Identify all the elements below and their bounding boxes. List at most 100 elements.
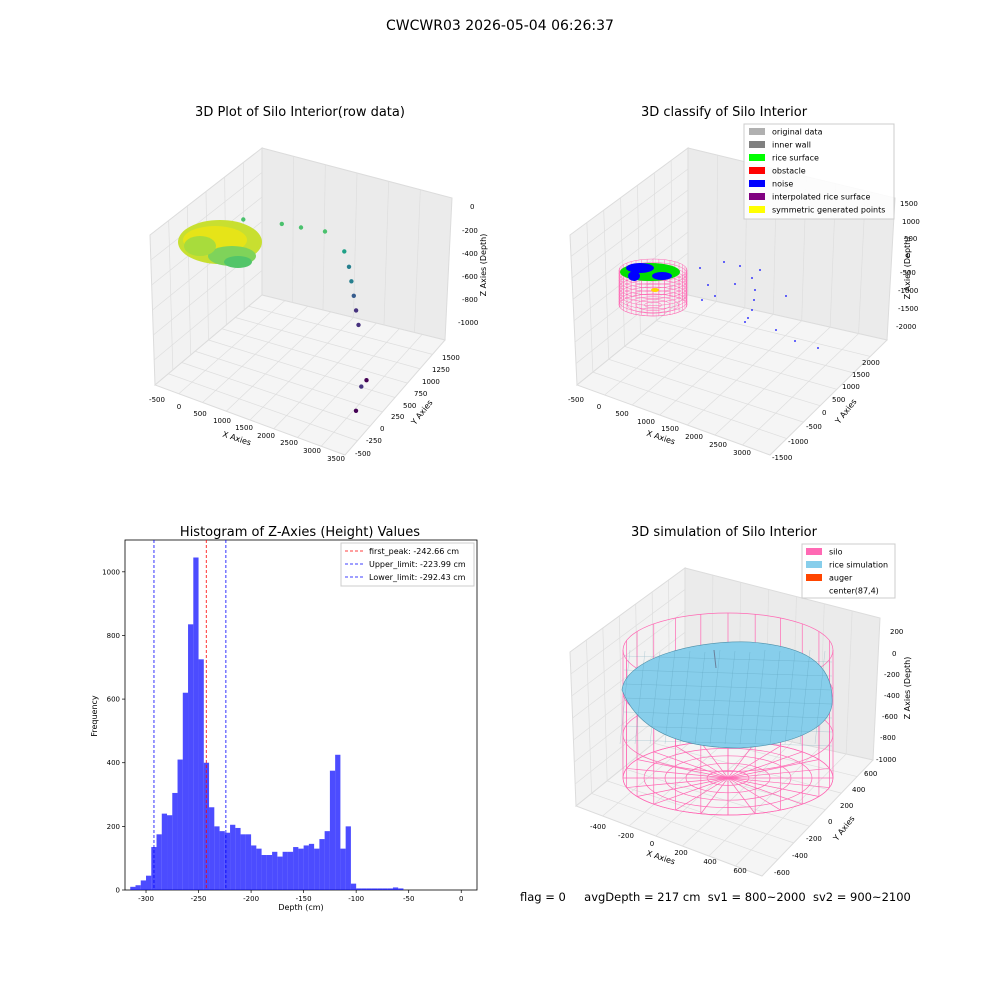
classify-z-label: Z Axies (Depth) [903,237,912,300]
classify-z-tick: -2000 [896,323,916,331]
histogram-title: Histogram of Z-Axies (Height) Values [180,525,420,540]
raw-y-tick: 250 [391,413,404,421]
raw-x-tick: 500 [193,410,206,418]
raw-y-tick: 0 [380,425,384,433]
raw-data-point [364,378,369,383]
histogram-bar [340,848,346,890]
histogram-x-tick: -250 [191,895,207,903]
histogram-bar [235,827,241,890]
simulation-3d-chart: 3D simulation of Silo Interior silo rice … [569,525,912,877]
classify-noise-point [751,309,753,311]
raw-y-tick: 750 [414,390,427,398]
raw-data-point [241,217,246,222]
raw-z-tick: -400 [462,250,478,258]
classify-y-tick: 0 [822,409,826,417]
histogram-bar [209,807,215,890]
simulation-y-tick: -200 [806,835,822,843]
histogram-y-tick: 800 [107,632,120,640]
classify-noise-point [707,284,709,286]
raw-x-tick: 2500 [280,439,298,447]
raw-x-tick: 3000 [303,447,321,455]
raw-y-tick: -500 [355,450,371,458]
simulation-z-tick: -600 [882,713,898,721]
classify-legend-swatch [749,193,765,200]
classify-z-tick: -1000 [898,287,918,295]
classify-z-tick: 0 [906,252,910,260]
simulation-x-tick: 0 [650,840,654,848]
simulation-y-tick: 0 [828,818,832,826]
simulation-rice-surface [619,641,833,749]
sv2-text: sv2 = 900~2100 [812,890,911,904]
histogram-x-ticks: -300 -250 -200 -150 -100 -50 0 [138,890,463,903]
raw-z-tick: 0 [470,203,474,211]
classify-x-ticks: -500 0 500 1000 1500 2000 2500 3000 [568,396,751,457]
flag-text: flag = 0 [520,890,566,904]
histogram-legend-label: Lower_limit: -292.43 cm [369,573,466,582]
classify-noise-point [701,299,703,301]
classify-x-tick: 2500 [709,441,727,449]
histogram-y-tick: 0 [116,887,120,895]
simulation-legend: silo rice simulation auger center(87,4) [801,543,896,599]
raw-data-point [349,279,354,284]
raw-scatter-points [241,217,369,413]
histogram-bar [156,834,162,890]
classify-legend-swatch [749,167,765,174]
raw-data-point [346,264,352,269]
classify-y-tick: 1000 [842,383,860,391]
raw-data-point [351,293,356,298]
figure-title: CWCWR03 2026-05-04 06:26:37 [386,18,614,34]
histogram-bar [308,843,315,890]
histogram-bar [345,826,351,890]
raw-data-point [353,308,359,313]
classify-x-tick: 2000 [685,433,703,441]
classify-noise-point [775,329,777,331]
simulation-legend-label: center(87,4) [829,587,879,596]
histogram-bar [293,847,299,890]
histogram-x-tick: -300 [138,895,154,903]
simulation-legend-swatch [806,548,822,555]
histogram-bar [266,855,273,890]
raw-y-tick: 1000 [422,378,440,386]
simulation-legend-swatch [806,561,822,568]
classify-z-tick: 1500 [900,200,918,208]
histogram-bar [398,888,404,890]
histogram-bar [314,848,320,890]
classify-legend: original data inner wall rice surface obsta… [743,123,895,220]
classify-z-tick: -500 [900,269,916,277]
simulation-z-ticks: 200 0 -200 -400 -600 -800 -1000 [876,628,903,764]
histogram-bar [177,759,183,890]
histogram-x-tick: -100 [348,895,364,903]
histogram-bar [219,831,225,890]
simulation-legend-label: rice simulation [829,561,888,570]
classify-legend-label: original data [772,128,823,137]
histogram-bar [282,851,288,890]
classify-x-tick: -500 [568,396,584,404]
histogram-bar [356,888,362,890]
histogram-bar [392,887,399,890]
raw-x-tick: 0 [177,403,181,411]
classify-noise-point [699,267,701,269]
classify-noise-points [699,261,819,349]
histogram-bar [251,845,257,890]
histogram-bar [387,888,393,890]
histogram-legend: first_peak: -242.66 cm Upper_limit: -223.… [340,542,475,587]
raw-x-tick: 1000 [213,417,231,425]
classify-noise-point [794,340,796,342]
histogram-bar [261,855,267,890]
classify-legend-label: symmetric generated points [772,206,885,215]
histogram-bar [277,856,283,890]
classify-y-tick: -1500 [772,454,792,462]
classify-x-tick: 1500 [661,425,679,433]
histogram-y-tick: 400 [107,759,120,767]
classify-noise-point [744,321,746,323]
simulation-y-label: Y Axies [831,814,857,843]
raw-z-ticks: 0 -200 -400 -600 -800 -1000 [458,203,478,327]
histogram-bar [329,770,336,890]
histogram-legend-label: Upper_limit: -223.99 cm [369,560,466,569]
histogram-bar [303,845,309,890]
classify-chart-title: 3D classify of Silo Interior [641,105,808,120]
histogram-y-ticks: 0 200 400 600 800 1000 [102,568,125,895]
histogram-x-tick: -200 [243,895,259,903]
raw-data-point [353,408,359,413]
raw-data-point [342,249,347,254]
